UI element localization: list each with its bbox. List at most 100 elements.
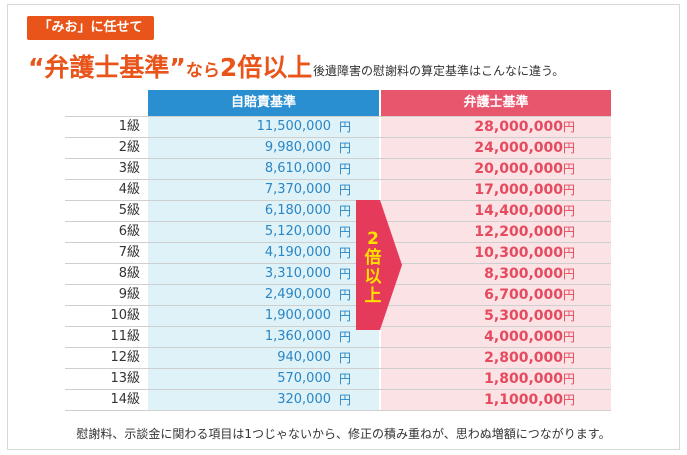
bengoshi-amount: 14,400,000 円 (381, 201, 611, 221)
comparison-table: 1級 11,500,000 円 28,000,000 円 2級 9,980,000 円 24,0… (65, 116, 611, 411)
footer-note: 慰謝料、示談金に関わる項目は1つじゃないから、修正の積み重ねが、思わぬ増額につな… (76, 427, 611, 441)
yen-unit: 円 (338, 204, 351, 218)
yen-unit: 円 (338, 351, 351, 365)
jibaiseki-value: 1,360,000 (264, 329, 331, 344)
bengoshi-value: 10,300,000 (474, 245, 563, 261)
jibaiseki-amount: 1,360,000 円 (148, 327, 379, 347)
column-header-bengoshi: 弁護士基準 (381, 90, 611, 116)
arrow-shape (356, 200, 402, 330)
jibaiseki-amount: 6,180,000 円 (148, 201, 379, 221)
grade-label: 13級 (110, 371, 140, 386)
badge: 「みお」に任せて (27, 16, 154, 40)
yen-unit: 円 (338, 162, 351, 176)
jibaiseki-value: 320,000 (277, 392, 331, 407)
bengoshi-amount: 1,1000,00 円 (381, 390, 611, 410)
grade-label: 4級 (118, 182, 140, 197)
grade-label: 11級 (110, 329, 140, 344)
bengoshi-amount: 12,200,000 円 (381, 222, 611, 242)
yen-unit: 円 (562, 246, 575, 260)
headline: “弁護士基準”なら2倍以上 (28, 53, 312, 86)
table-row: 6級 5,120,000 円 12,200,000 円 (65, 221, 611, 242)
table-row: 10級 1,900,000 円 5,300,000 円 (65, 305, 611, 326)
bengoshi-value: 1,1000,00 (484, 392, 563, 408)
bengoshi-value: 6,700,000 (484, 287, 563, 303)
yen-unit: 円 (562, 204, 575, 218)
yen-unit: 円 (338, 372, 351, 386)
arrow-label-char: 倍 (364, 248, 382, 268)
yen-unit: 円 (338, 246, 351, 260)
table-row: 12級 940,000 円 2,800,000 円 (65, 347, 611, 368)
grade-label: 1級 (118, 119, 140, 134)
table-row: 8級 3,310,000 円 8,300,000 円 (65, 263, 611, 284)
yen-unit: 円 (562, 162, 575, 176)
jibaiseki-value: 6,180,000 (264, 203, 331, 218)
yen-unit: 円 (338, 183, 351, 197)
yen-unit: 円 (562, 372, 575, 386)
jibaiseki-value: 2,490,000 (264, 287, 331, 302)
column-header-jibaiseki: 自賠責基準 (148, 90, 379, 116)
table-row: 5級 6,180,000 円 14,400,000 円 (65, 200, 611, 221)
yen-unit: 円 (338, 225, 351, 239)
jibaiseki-value: 11,500,000 (256, 119, 331, 134)
jibaiseki-amount: 940,000 円 (148, 348, 379, 368)
bengoshi-amount: 6,700,000 円 (381, 285, 611, 305)
grade-label: 6級 (118, 224, 140, 239)
jibaiseki-amount: 2,490,000 円 (148, 285, 379, 305)
yen-unit: 円 (562, 141, 575, 155)
bengoshi-amount: 17,000,000 円 (381, 180, 611, 200)
grade-label: 10級 (110, 308, 140, 323)
arrow-label-char: 上 (364, 286, 382, 306)
jibaiseki-amount: 8,610,000 円 (148, 159, 379, 179)
jibaiseki-value: 1,900,000 (264, 308, 331, 323)
grade-label: 8級 (118, 266, 140, 281)
bengoshi-value: 4,000,000 (484, 329, 563, 345)
yen-unit: 円 (562, 393, 575, 407)
yen-unit: 円 (338, 267, 351, 281)
grade-label: 3級 (118, 161, 140, 176)
jibaiseki-amount: 1,900,000 円 (148, 306, 379, 326)
bengoshi-value: 17,000,000 (474, 182, 563, 198)
bengoshi-value: 28,000,000 (474, 119, 563, 135)
bengoshi-amount: 2,800,000 円 (381, 348, 611, 368)
headline-nara: なら (185, 61, 220, 81)
grade-label: 14級 (110, 392, 140, 407)
yen-unit: 円 (338, 393, 351, 407)
grade-label: 12級 (110, 350, 140, 365)
jibaiseki-value: 3,310,000 (264, 266, 331, 281)
yen-unit: 円 (338, 288, 351, 302)
bengoshi-amount: 20,000,000 円 (381, 159, 611, 179)
table-row: 14級 320,000 円 1,1000,00 円 (65, 389, 611, 411)
yen-unit: 円 (338, 309, 351, 323)
jibaiseki-value: 5,120,000 (264, 224, 331, 239)
headline-double: 2倍以上 (219, 53, 313, 82)
bengoshi-amount: 28,000,000 円 (381, 117, 611, 137)
yen-unit: 円 (562, 288, 575, 302)
jibaiseki-amount: 9,980,000 円 (148, 138, 379, 158)
jibaiseki-amount: 570,000 円 (148, 369, 379, 389)
subtitle: 後遺障害の慰謝料の算定基準はこんなに違う。 (313, 64, 565, 78)
table-row: 13級 570,000 円 1,800,000 円 (65, 368, 611, 389)
table-row: 2級 9,980,000 円 24,000,000 円 (65, 137, 611, 158)
yen-unit: 円 (338, 330, 351, 344)
bengoshi-value: 8,300,000 (484, 266, 563, 282)
yen-unit: 円 (562, 351, 575, 365)
headline-bengoshi-kijun: “弁護士基準” (28, 53, 186, 82)
jibaiseki-amount: 5,120,000 円 (148, 222, 379, 242)
bengoshi-amount: 4,000,000 円 (381, 327, 611, 347)
table-row: 11級 1,360,000 円 4,000,000 円 (65, 326, 611, 347)
yen-unit: 円 (338, 120, 351, 134)
jibaiseki-value: 570,000 (277, 371, 331, 386)
bengoshi-value: 2,800,000 (484, 350, 563, 366)
bengoshi-value: 12,200,000 (474, 224, 563, 240)
bengoshi-value: 1,800,000 (484, 371, 563, 387)
table-row: 7級 4,190,000 円 10,300,000 円 (65, 242, 611, 263)
yen-unit: 円 (562, 183, 575, 197)
bengoshi-amount: 8,300,000 円 (381, 264, 611, 284)
jibaiseki-amount: 7,370,000 円 (148, 180, 379, 200)
yen-unit: 円 (562, 309, 575, 323)
bengoshi-amount: 24,000,000 円 (381, 138, 611, 158)
bengoshi-value: 14,400,000 (474, 203, 563, 219)
table-row: 9級 2,490,000 円 6,700,000 円 (65, 284, 611, 305)
grade-label: 2級 (118, 140, 140, 155)
